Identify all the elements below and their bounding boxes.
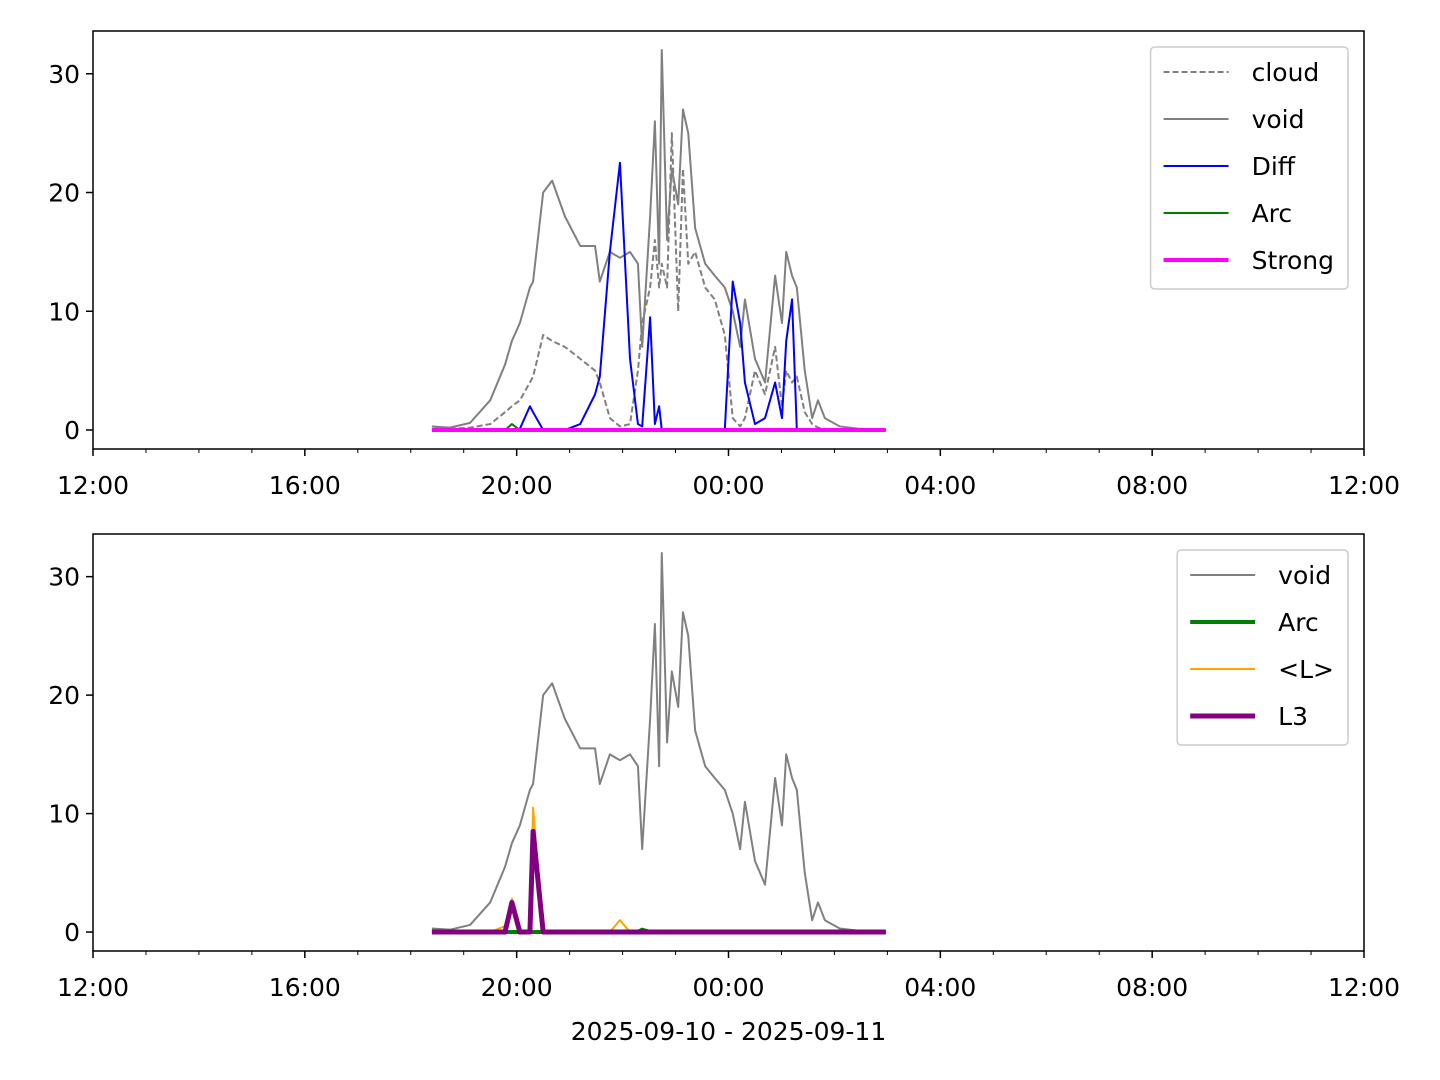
y-tick-label: 30 [48,563,80,592]
y-tick-label: 0 [64,416,80,445]
legend: void Arc <L> L3 [1176,549,1349,746]
x-tick-label: 04:00 [904,471,976,500]
y-tick-label: 30 [48,60,80,89]
subplot: 0 10 20 30 12:00 16:00 20:00 00:00 04:00 08:00 12:… [48,533,1400,1046]
legend-label: Arc [1252,199,1293,228]
x-tick-label: 00:00 [692,973,764,1002]
legend-label: void [1252,105,1305,134]
y-tick-label: 20 [48,681,80,710]
series-line [431,806,886,934]
x-tick-label: 20:00 [481,973,553,1002]
series-line [431,828,886,935]
y-tick-label: 10 [48,800,80,829]
x-tick-label: 08:00 [1116,973,1188,1002]
legend-label: Strong [1252,246,1334,275]
x-tick-label: 16:00 [269,973,341,1002]
x-tick-label: 16:00 [269,471,341,500]
legend-box [1176,549,1349,746]
legend-label: <L> [1278,655,1334,684]
x-tick-label: 12:00 [1328,471,1400,500]
legend-box [1149,46,1349,290]
x-tick-label: 20:00 [481,471,553,500]
series-line [431,161,886,431]
x-tick-label: 12:00 [57,973,129,1002]
legend-label: L3 [1278,702,1308,731]
axes-frame [92,533,1365,952]
y-tick-label: 10 [48,297,80,326]
subplot: 0 10 20 30 12:00 16:00 20:00 00:00 04:00 08:00 12:… [48,30,1400,500]
legend-label: cloud [1252,58,1320,87]
legend-label: Arc [1278,608,1319,637]
legend: cloud void Diff Arc Strong [1149,46,1349,290]
legend-label: Diff [1252,152,1296,181]
series-line [431,551,886,934]
y-tick-label: 20 [48,179,80,208]
x-tick-label: 04:00 [904,973,976,1002]
x-tick-label: 12:00 [57,471,129,500]
y-tick-label: 0 [64,918,80,947]
legend-label: void [1278,561,1331,590]
x-tick-label: 12:00 [1328,973,1400,1002]
series-line [431,49,886,431]
x-axis-label: 2025-09-10 - 2025-09-11 [571,1017,887,1046]
x-tick-label: 00:00 [692,471,764,500]
x-tick-label: 08:00 [1116,471,1188,500]
series-line [431,132,886,431]
